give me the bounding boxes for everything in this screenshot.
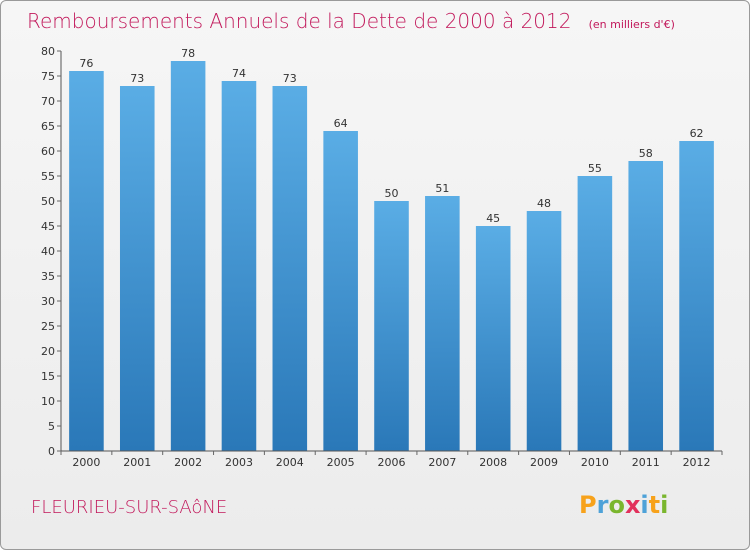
data-label-2006: 50 xyxy=(385,187,399,200)
proxiti-logo: Proxiti xyxy=(579,491,669,519)
y-tick-label: 50 xyxy=(41,195,55,208)
data-label-2009: 48 xyxy=(537,197,551,210)
bar-2004 xyxy=(272,86,308,451)
data-label-2004: 73 xyxy=(283,72,297,85)
chart-title: Remboursements Annuels de la Dette de 20… xyxy=(27,9,572,33)
data-label-2002: 78 xyxy=(181,47,195,60)
x-tick-label: 2012 xyxy=(683,456,711,469)
x-tick-label: 2003 xyxy=(225,456,253,469)
y-axis: 0 5 10 15 20 25 30 35 40 45 50 55 60 65 70 75 80 xyxy=(41,45,62,458)
x-tick-label: 2002 xyxy=(174,456,202,469)
x-tick-label: 2009 xyxy=(530,456,558,469)
y-tick-label: 70 xyxy=(41,95,55,108)
x-tick-label: 2010 xyxy=(581,456,609,469)
x-tick-label: 2007 xyxy=(428,456,456,469)
y-tick-label: 55 xyxy=(41,170,55,183)
data-label-2011: 58 xyxy=(639,147,653,160)
bar-2003 xyxy=(221,81,257,451)
y-tick-label: 30 xyxy=(41,295,55,308)
bar-2001 xyxy=(119,86,155,451)
bar-2010 xyxy=(577,176,613,451)
data-label-2012: 62 xyxy=(690,127,704,140)
x-tick-label: 2001 xyxy=(123,456,151,469)
data-label-2001: 73 xyxy=(130,72,144,85)
x-tick-label: 2004 xyxy=(276,456,304,469)
y-tick-label: 10 xyxy=(41,395,55,408)
y-tick-label: 65 xyxy=(41,120,55,133)
y-tick-label: 5 xyxy=(48,420,55,433)
data-label-2007: 51 xyxy=(435,182,449,195)
bar-2011 xyxy=(628,161,664,451)
y-tick-label: 80 xyxy=(41,45,55,58)
chart-title-row: Remboursements Annuels de la Dette de 20… xyxy=(27,9,675,33)
bar-2006 xyxy=(374,201,409,451)
data-label-2008: 45 xyxy=(486,212,500,225)
bar-2009 xyxy=(526,211,562,451)
y-tick-label: 20 xyxy=(41,345,55,358)
data-label-2005: 64 xyxy=(334,117,348,130)
data-label-2000: 76 xyxy=(79,57,93,70)
data-label-2010: 55 xyxy=(588,162,602,175)
y-tick-label: 45 xyxy=(41,220,55,233)
bar-2005 xyxy=(323,131,358,451)
chart-unit: (en milliers d'€) xyxy=(588,18,675,31)
y-tick-label: 75 xyxy=(41,70,55,83)
x-tick-label: 2011 xyxy=(632,456,660,469)
y-tick-label: 35 xyxy=(41,270,55,283)
data-label-2003: 74 xyxy=(232,67,246,80)
x-axis: 2000 2001 2002 2003 2004 2005 2006 2007 2008 2009… xyxy=(60,450,723,469)
y-tick-label: 25 xyxy=(41,320,55,333)
bars: 76 73 78 74 73 64 50 51 45 48 55 58 62 xyxy=(69,47,714,451)
x-tick-label: 2000 xyxy=(72,456,100,469)
y-tick-label: 15 xyxy=(41,370,55,383)
bar-2008 xyxy=(475,226,511,451)
x-tick-label: 2005 xyxy=(327,456,355,469)
location-name: FLEURIEU-SUR-SAôNE xyxy=(31,497,228,518)
bar-2007 xyxy=(425,196,460,451)
bar-2002 xyxy=(170,61,206,451)
x-tick-label: 2008 xyxy=(479,456,507,469)
x-tick-label: 2006 xyxy=(378,456,406,469)
bar-2000 xyxy=(69,71,104,451)
y-tick-label: 0 xyxy=(48,445,55,458)
bar-2012 xyxy=(679,141,714,451)
y-tick-label: 40 xyxy=(41,245,55,258)
y-tick-label: 60 xyxy=(41,145,55,158)
